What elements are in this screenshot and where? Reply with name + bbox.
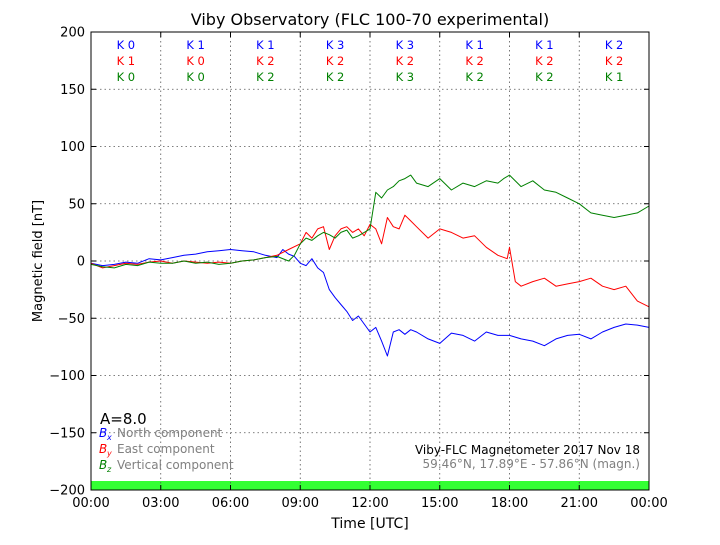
x-tick-label: 00:00 bbox=[72, 496, 109, 511]
station-coordinates: 59.46°N, 17.89°E - 57.86°N (magn.) bbox=[423, 457, 640, 471]
k-index-value: K 1 bbox=[186, 38, 205, 52]
legend-entry: Vertical component bbox=[117, 458, 234, 472]
k-index-value: K 2 bbox=[256, 54, 275, 68]
k-index-value: K 3 bbox=[396, 38, 415, 52]
x-tick-label: 18:00 bbox=[491, 496, 528, 511]
x-tick-label: 03:00 bbox=[142, 496, 179, 511]
k-index-value: K 2 bbox=[535, 54, 554, 68]
x-tick-label: 06:00 bbox=[212, 496, 249, 511]
x-tick-label: 15:00 bbox=[421, 496, 458, 511]
legend-symbol: B bbox=[99, 426, 107, 440]
legend-subscript: y bbox=[106, 449, 112, 458]
k-index-value: K 3 bbox=[326, 38, 345, 52]
k-index-value: K 2 bbox=[465, 70, 484, 84]
x-axis-label: Time [UTC] bbox=[330, 516, 408, 532]
legend-entry: North component bbox=[117, 426, 223, 440]
k-index-value: K 0 bbox=[117, 38, 136, 52]
k-index-value: K 2 bbox=[605, 54, 624, 68]
series-lines bbox=[90, 174, 650, 357]
k-index-value: K 1 bbox=[465, 38, 484, 52]
axis-ticks: 00:00 03:00 06:00 09:00 12:00 15:00 18:00 21:00… bbox=[49, 26, 667, 512]
y-tick-label: 200 bbox=[60, 26, 85, 41]
x-tick-label: 09:00 bbox=[282, 496, 319, 511]
k-index-value: K 2 bbox=[535, 70, 554, 84]
y-tick-label: 150 bbox=[60, 83, 85, 98]
k-index-value: K 1 bbox=[117, 54, 136, 68]
k-index-value: K 1 bbox=[535, 38, 554, 52]
chart-title: Viby Observatory (FLC 100-70 experimenta… bbox=[191, 10, 550, 29]
k-index-value: K 2 bbox=[326, 54, 345, 68]
legend-subscript: z bbox=[106, 465, 112, 474]
y-tick-label: −100 bbox=[49, 369, 85, 384]
series-line-bz bbox=[90, 174, 650, 269]
y-tick-label: −150 bbox=[49, 426, 85, 441]
k-index-value: K 2 bbox=[326, 70, 345, 84]
k-index-value: K 1 bbox=[256, 38, 275, 52]
x-tick-label: 21:00 bbox=[561, 496, 598, 511]
magnetometer-caption: Viby-FLC Magnetometer 2017 Nov 18 bbox=[415, 443, 640, 457]
k-index-table: K 0 K 1 K 1 K 3 K 3 K 1 K 1 K 2 K 1 K 0 K 2 K 2 K 2 K… bbox=[117, 38, 624, 84]
k-index-value: K 3 bbox=[396, 70, 415, 84]
legend-subscript: x bbox=[106, 433, 112, 442]
legend-symbol: B bbox=[99, 442, 107, 456]
k-index-value: K 0 bbox=[186, 54, 205, 68]
y-tick-label: 50 bbox=[68, 197, 85, 212]
k-index-value: K 2 bbox=[396, 54, 415, 68]
legend-entry: East component bbox=[117, 442, 215, 456]
k-index-value: K 1 bbox=[605, 70, 624, 84]
y-tick-label: −50 bbox=[58, 312, 85, 327]
y-tick-label: −200 bbox=[49, 484, 85, 499]
y-axis-label: Magnetic field [nT] bbox=[31, 200, 46, 322]
k-index-value: K 2 bbox=[465, 54, 484, 68]
series-line-bx bbox=[90, 249, 650, 357]
legend-symbol: B bbox=[99, 458, 107, 472]
k-index-value: K 0 bbox=[186, 70, 205, 84]
k-index-value: K 2 bbox=[605, 38, 624, 52]
y-tick-label: 100 bbox=[60, 140, 85, 155]
y-tick-label: 0 bbox=[77, 255, 85, 270]
k-index-value: K 2 bbox=[256, 70, 275, 84]
series-line-by bbox=[90, 214, 650, 308]
k-index-value: K 0 bbox=[117, 70, 136, 84]
x-tick-label: 00:00 bbox=[630, 496, 667, 511]
x-tick-label: 12:00 bbox=[351, 496, 388, 511]
a-index-label: A=8.0 bbox=[100, 410, 147, 428]
